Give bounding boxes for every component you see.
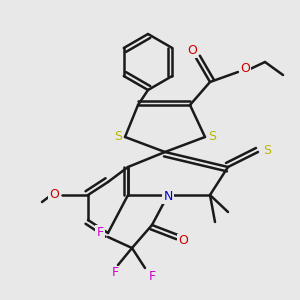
Text: O: O <box>187 44 197 56</box>
Text: S: S <box>208 130 216 143</box>
Text: N: N <box>163 190 173 202</box>
Text: F: F <box>111 266 118 280</box>
Text: O: O <box>240 62 250 76</box>
Text: F: F <box>96 226 103 238</box>
Text: S: S <box>263 143 271 157</box>
Text: O: O <box>49 188 59 202</box>
Text: O: O <box>178 235 188 248</box>
Text: S: S <box>114 130 122 143</box>
Text: F: F <box>148 269 156 283</box>
